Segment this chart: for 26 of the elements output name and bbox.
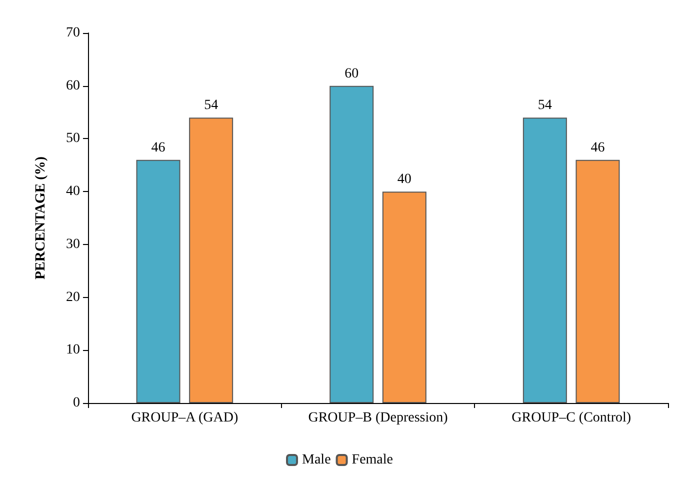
y-tick-label: 70 (66, 26, 80, 40)
bar (522, 118, 567, 403)
x-tick-label: GROUP–B (Depression) (308, 410, 448, 426)
bar (576, 160, 620, 403)
y-tick-label: 10 (66, 342, 80, 358)
data-label: 40 (397, 172, 412, 188)
y-tick-label: 0 (73, 396, 80, 410)
y-tick-label: 50 (66, 131, 80, 146)
bar (382, 192, 426, 403)
y-tick-label: 20 (66, 290, 80, 305)
data-label: 54 (538, 98, 552, 114)
data-label: 46 (151, 140, 166, 156)
x-tick-label: GROUP–C (Control) (512, 410, 632, 426)
y-axis-title: PERCENTAGE (%) (34, 156, 48, 280)
bar (330, 86, 374, 403)
bar (189, 118, 234, 403)
bar (136, 160, 180, 403)
data-label: 54 (204, 98, 218, 114)
y-tick-label: 30 (66, 236, 80, 252)
y-tick-label: 40 (66, 184, 80, 200)
legend-label: Female (352, 452, 393, 468)
y-tick-label: 60 (66, 78, 80, 94)
x-tick-label: GROUP–A (GAD) (131, 410, 238, 426)
data-label: 60 (344, 66, 359, 82)
data-label: 46 (590, 140, 605, 156)
legend-label: Male (302, 452, 331, 468)
